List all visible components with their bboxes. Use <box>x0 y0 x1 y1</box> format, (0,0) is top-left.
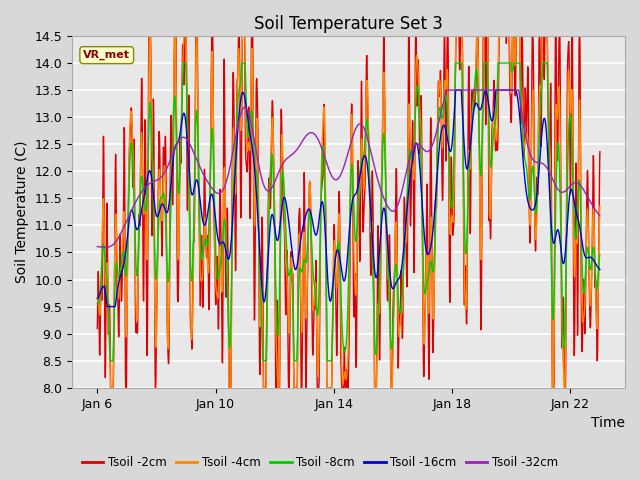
Text: VR_met: VR_met <box>83 50 130 60</box>
Legend: Tsoil -2cm, Tsoil -4cm, Tsoil -8cm, Tsoil -16cm, Tsoil -32cm: Tsoil -2cm, Tsoil -4cm, Tsoil -8cm, Tsoi… <box>77 452 563 474</box>
Title: Soil Temperature Set 3: Soil Temperature Set 3 <box>254 15 443 33</box>
Y-axis label: Soil Temperature (C): Soil Temperature (C) <box>15 141 29 283</box>
Text: Time: Time <box>591 416 625 430</box>
